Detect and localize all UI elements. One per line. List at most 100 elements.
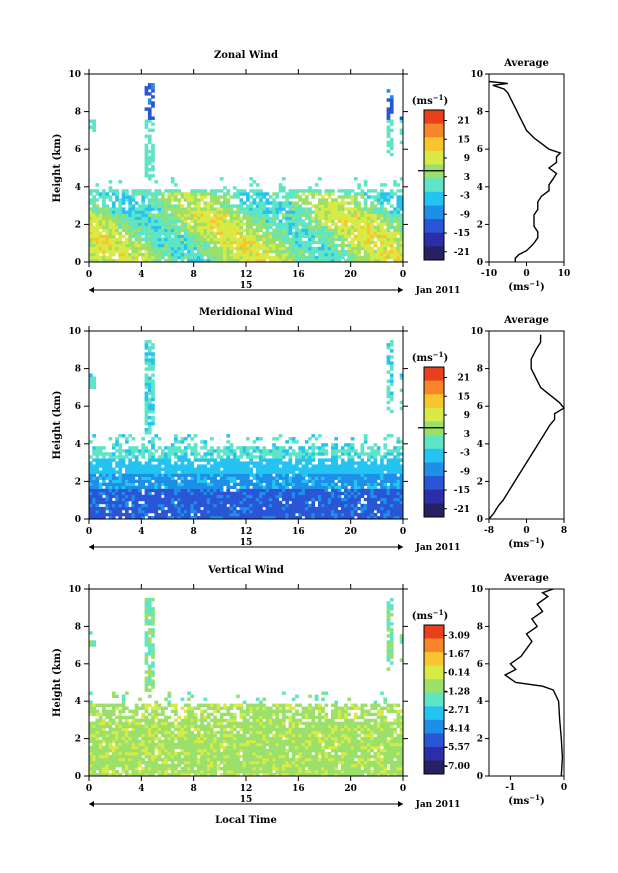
heatmap-cell	[151, 488, 155, 493]
heatmap-cell	[357, 512, 361, 517]
heatmap-cell	[206, 255, 211, 260]
heatmap-cell	[167, 452, 172, 456]
heatmap-cell	[131, 488, 136, 493]
heatmap-cell	[370, 476, 374, 480]
heatmap-cell	[115, 512, 119, 517]
heatmap-cell	[367, 491, 371, 496]
heatmap-cell	[102, 255, 106, 260]
heatmap-cell	[249, 470, 253, 474]
heatmap-cell	[147, 349, 152, 353]
heatmap-cell	[151, 373, 155, 377]
heatmap-cell	[363, 467, 368, 471]
heatmap-cell	[278, 240, 283, 245]
heatmap-cell	[389, 195, 394, 199]
heatmap-cell	[125, 491, 129, 496]
heatmap-cell	[190, 201, 195, 205]
heatmap-cell	[144, 92, 149, 96]
heatmap-cell	[246, 219, 250, 223]
heatmap-cell	[246, 500, 250, 505]
heatmap-cell	[102, 773, 106, 777]
heatmap-cell	[380, 198, 384, 202]
heatmap-cell	[147, 422, 152, 426]
heatmap-cell	[324, 246, 329, 251]
heatmap-cell	[396, 488, 401, 493]
heatmap-cell	[304, 461, 309, 465]
heatmap-cell	[311, 479, 316, 483]
heatmap-cell	[131, 745, 136, 750]
heatmap-cell	[157, 500, 162, 505]
heatmap-cell	[373, 497, 378, 502]
heatmap-cell	[174, 219, 178, 223]
heatmap-cell	[399, 252, 404, 257]
heatmap-cell	[363, 497, 368, 502]
heatmap-cell	[376, 494, 381, 499]
heatmap-cell	[357, 464, 361, 468]
heatmap-cell	[111, 691, 116, 695]
heatmap-cell	[285, 237, 289, 242]
heatmap-cell	[373, 207, 378, 211]
heatmap-cell	[363, 437, 368, 441]
heatmap-cell	[347, 458, 352, 462]
heatmap-cell	[174, 497, 178, 502]
heatmap-cell	[396, 246, 401, 251]
heatmap-cell	[102, 455, 106, 459]
heatmap-cell	[229, 240, 234, 245]
heatmap-cell	[213, 219, 217, 223]
heatmap-cell	[396, 237, 401, 242]
heatmap-cell	[121, 240, 126, 245]
heatmap-cell	[321, 198, 325, 202]
heatmap-cell	[389, 494, 394, 499]
heatmap-cell	[157, 234, 162, 239]
heatmap-cell	[115, 219, 119, 223]
heatmap-cell	[344, 249, 348, 254]
heatmap-cell	[144, 727, 149, 732]
average-y-tick-label: 8	[477, 108, 483, 118]
heatmap-cell	[360, 237, 365, 242]
heatmap-cell	[105, 476, 110, 480]
heatmap-cell	[174, 509, 178, 514]
heatmap-cell	[285, 470, 289, 474]
heatmap-cell	[151, 143, 155, 148]
heatmap-cell	[167, 488, 172, 493]
heatmap-cell	[246, 506, 250, 511]
heatmap-cell	[288, 506, 293, 511]
heatmap-cell	[340, 231, 345, 236]
heatmap-cell	[380, 485, 384, 489]
heatmap-cell	[216, 509, 221, 514]
heatmap-cell	[134, 479, 139, 483]
heatmap-cell	[298, 246, 302, 251]
heatmap-cell	[147, 137, 152, 142]
heatmap-cell	[131, 198, 136, 202]
heatmap-cell	[334, 259, 338, 263]
heatmap-cell	[291, 464, 296, 468]
heatmap-cell	[98, 255, 103, 260]
heatmap-cell	[95, 240, 100, 245]
heatmap-cell	[337, 204, 342, 208]
heatmap-cell	[216, 516, 221, 520]
heatmap-cell	[236, 491, 240, 496]
heatmap-cell	[275, 473, 280, 477]
heatmap-cell	[311, 516, 316, 520]
heatmap-cell	[144, 225, 149, 229]
heatmap-cell	[196, 470, 201, 474]
heatmap-cell	[128, 476, 132, 480]
heatmap-cell	[288, 458, 293, 462]
heatmap-cell	[252, 207, 257, 211]
heatmap-cell	[141, 219, 145, 223]
heatmap-cell	[347, 473, 352, 477]
heatmap-cell	[203, 237, 208, 242]
heatmap-cell	[389, 210, 394, 214]
heatmap-cell	[151, 116, 155, 120]
heatmap-cell	[350, 255, 355, 260]
heatmap-cell	[255, 497, 260, 502]
heatmap-cell	[252, 243, 257, 248]
heatmap-cell	[134, 706, 139, 710]
heatmap-cell	[219, 461, 224, 465]
heatmap-cell	[334, 476, 338, 480]
heatmap-cell	[141, 255, 145, 260]
heatmap-cell	[363, 464, 368, 468]
heatmap-cell	[252, 509, 257, 514]
heatmap-cell	[386, 131, 391, 135]
heatmap-cell	[321, 222, 325, 226]
heatmap-cell	[144, 249, 149, 254]
